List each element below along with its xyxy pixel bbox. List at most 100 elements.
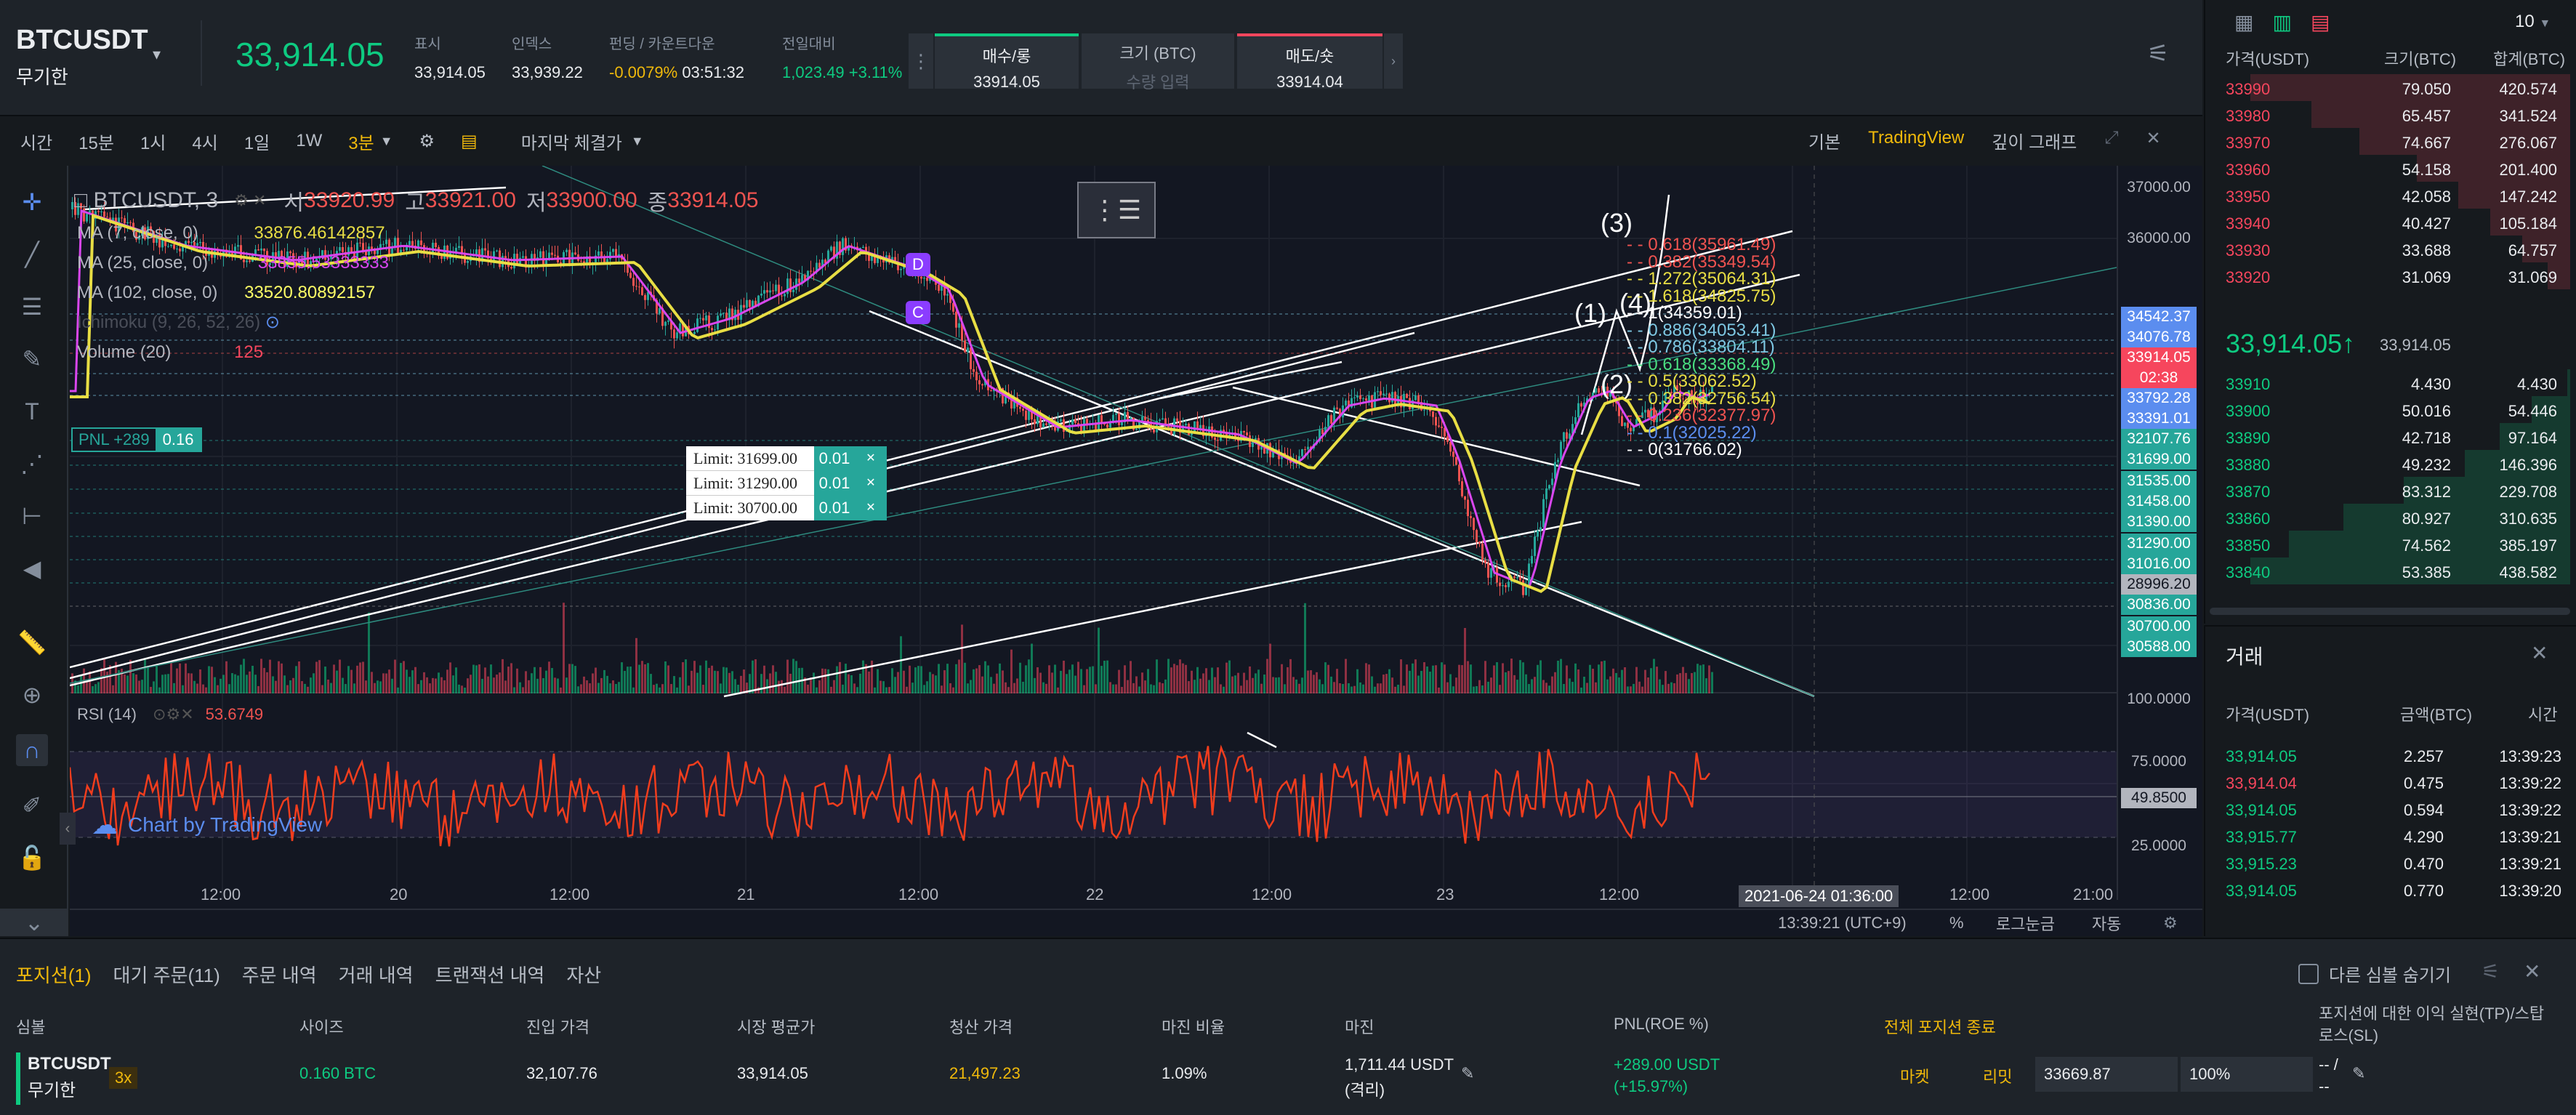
limit-percent-input[interactable]: 100%: [2181, 1057, 2313, 1092]
bid-row[interactable]: 33910 4.430 4.430: [2205, 369, 2576, 396]
interval-selected[interactable]: 3분: [348, 133, 374, 153]
ask-row[interactable]: 33950 42.058 147.242: [2205, 182, 2576, 209]
checkbox[interactable]: [2298, 963, 2319, 984]
lock-icon[interactable]: 🔓: [17, 845, 47, 871]
tab-transaction-history[interactable]: 트랜잭션 내역: [435, 965, 545, 986]
gear-icon[interactable]: ⚙: [2163, 914, 2178, 932]
indicator-list-icon[interactable]: ▤: [461, 131, 478, 151]
pattern-icon[interactable]: ⋰: [20, 451, 44, 477]
size-input[interactable]: 크기 (BTC) 수량 입력: [1082, 33, 1234, 92]
bid-row[interactable]: 33850 74.562 385.197: [2205, 531, 2576, 558]
close-icon[interactable]: ✕: [2531, 642, 2548, 664]
price-type-select[interactable]: 마지막 체결가: [520, 133, 622, 153]
chevron-down-icon[interactable]: ▼: [379, 133, 393, 148]
ask-row[interactable]: 33990 79.050 420.574: [2205, 74, 2576, 101]
view-tradingview[interactable]: TradingView: [1868, 128, 1965, 148]
ruler-icon[interactable]: 📏: [17, 629, 47, 656]
limit-close-button[interactable]: 리밋: [1983, 1068, 2013, 1086]
position-pnl-label[interactable]: PNL +289 0.16: [71, 427, 203, 452]
limit-order[interactable]: Limit: 31290.00 0.01 ✕: [686, 470, 887, 496]
object-tree-icon[interactable]: ⋮☰: [1077, 182, 1156, 238]
limit-order[interactable]: Limit: 30700.00 0.01 ✕: [686, 496, 887, 520]
edit-margin-icon[interactable]: ✎: [1461, 1064, 1475, 1082]
close-all-positions[interactable]: 전체 포지션 종료: [1884, 1018, 1996, 1036]
marker-d[interactable]: D: [906, 253, 930, 276]
close-icon[interactable]: ✕: [855, 496, 887, 520]
back-arrow-icon[interactable]: ◀: [23, 555, 41, 581]
bid-row[interactable]: 33870 83.312 229.708: [2205, 477, 2576, 504]
log-toggle[interactable]: 로그눈금: [1996, 915, 2055, 933]
expand-icon[interactable]: ⤢: [2104, 128, 2119, 148]
indicator-settings-icon[interactable]: ⚙: [419, 131, 435, 151]
symbol-name[interactable]: BTCUSDT: [16, 25, 148, 55]
tradingview-branding[interactable]: ☁ Chart by TradingView: [92, 810, 323, 840]
auto-toggle[interactable]: 자동: [2092, 915, 2122, 933]
ask-row[interactable]: 33940 40.427 105.184: [2205, 209, 2576, 236]
settings-sliders-icon[interactable]: ⚟: [2482, 960, 2500, 983]
scrollbar[interactable]: [2210, 608, 2570, 615]
edit-tpsl-icon[interactable]: ✎: [2352, 1064, 2366, 1082]
settings-sliders-icon[interactable]: ⚟: [2147, 40, 2170, 68]
interval-1d[interactable]: 1일: [243, 133, 270, 153]
close-icon[interactable]: ✕: [855, 446, 887, 471]
ask-row[interactable]: 33920 31.069 31.069: [2205, 262, 2576, 289]
collapse-icon[interactable]: ›: [1384, 33, 1403, 89]
leverage-badge[interactable]: 3x: [109, 1067, 138, 1089]
bid-row[interactable]: 33890 42.718 97.164: [2205, 423, 2576, 450]
interval-4h[interactable]: 4시: [192, 133, 218, 153]
view-basic[interactable]: 기본: [1808, 133, 1841, 153]
close-icon[interactable]: ✕: [2146, 129, 2161, 148]
horizontal-lines-icon[interactable]: ☰: [21, 294, 43, 320]
ask-row[interactable]: 33980 65.457 341.524: [2205, 101, 2576, 128]
interval-15m[interactable]: 15분: [79, 133, 114, 153]
bid-row[interactable]: 33880 49.232 146.396: [2205, 450, 2576, 477]
collapse-arrow-icon[interactable]: ‹: [60, 813, 76, 845]
price-chart[interactable]: □ BTCUSDT, 3 ⚙ ✕ 시 33920.99 고 33921.00 저 33…: [60, 166, 2202, 936]
price-axis[interactable]: 37000.00 36000.00 34542.37 34076.78 33914.05…: [2117, 166, 2202, 900]
chevron-down-icon[interactable]: ▼: [630, 133, 644, 148]
measure-icon[interactable]: ⊢: [22, 503, 42, 529]
limit-price-input[interactable]: 33669.87: [2035, 1057, 2178, 1092]
trendline-icon[interactable]: ╱: [25, 241, 39, 267]
tab-positions[interactable]: 포지션(1): [16, 965, 92, 986]
time-axis[interactable]: 12:00 20 12:00 21 12:00 22 12:00 23 12:00 2021-06…: [70, 881, 2117, 907]
tab-order-history[interactable]: 주문 내역: [241, 965, 317, 986]
hide-other-symbols[interactable]: 다른 심볼 숨기기: [2298, 961, 2451, 986]
view-depth[interactable]: 깊이 그래프: [1992, 133, 2077, 153]
chevron-down-icon[interactable]: ▾: [153, 45, 161, 63]
bid-row[interactable]: 33840 53.385 438.582: [2205, 558, 2576, 584]
text-icon[interactable]: T: [25, 398, 39, 424]
depth-select[interactable]: 10 ▼: [2515, 12, 2551, 31]
interval-time[interactable]: 시간: [20, 133, 53, 153]
drag-handle[interactable]: ⋮: [909, 33, 933, 89]
chart-canvas[interactable]: [70, 166, 2202, 936]
sell-short-button[interactable]: 매도/숏 33914.04: [1237, 33, 1382, 91]
tab-trade-history[interactable]: 거래 내역: [338, 965, 414, 986]
percent-toggle[interactable]: %: [1949, 914, 1964, 932]
book-both-icon[interactable]: ▦: [2234, 11, 2254, 33]
tab-open-orders[interactable]: 대기 주문(11): [113, 965, 220, 986]
book-asks-icon[interactable]: ▤: [2310, 11, 2330, 33]
ask-row[interactable]: 33930 33.688 64.757: [2205, 236, 2576, 262]
interval-1w[interactable]: 1W: [296, 131, 323, 150]
bid-row[interactable]: 33900 50.016 54.446: [2205, 396, 2576, 423]
brush-icon[interactable]: ✎: [22, 346, 42, 372]
interval-1h[interactable]: 1시: [140, 133, 166, 153]
close-icon[interactable]: ✕: [855, 470, 887, 496]
ask-row[interactable]: 33960 54.158 201.400: [2205, 155, 2576, 182]
crosshair-icon[interactable]: ✛: [22, 189, 42, 215]
zoom-in-icon[interactable]: ⊕: [22, 682, 42, 708]
buy-long-button[interactable]: 매수/롱 33914.05: [935, 33, 1079, 91]
tab-assets[interactable]: 자산: [566, 965, 602, 986]
market-close-button[interactable]: 마켓: [1900, 1068, 1930, 1086]
close-icon[interactable]: ✕: [2524, 960, 2541, 983]
magnet-icon[interactable]: ∩: [16, 734, 48, 766]
limit-order[interactable]: Limit: 31699.00 0.01 ✕: [686, 446, 887, 471]
marker-c[interactable]: C: [906, 301, 930, 324]
book-bids-icon[interactable]: ▥: [2272, 11, 2292, 33]
lock-drawing-icon[interactable]: ✐: [22, 792, 42, 818]
bid-row[interactable]: 33860 80.927 310.635: [2205, 504, 2576, 531]
position-symbol[interactable]: BTCUSDT: [28, 1054, 111, 1074]
ask-row[interactable]: 33970 74.667 276.067: [2205, 128, 2576, 155]
collapse-toolbar-icon[interactable]: ⌄: [0, 909, 68, 936]
